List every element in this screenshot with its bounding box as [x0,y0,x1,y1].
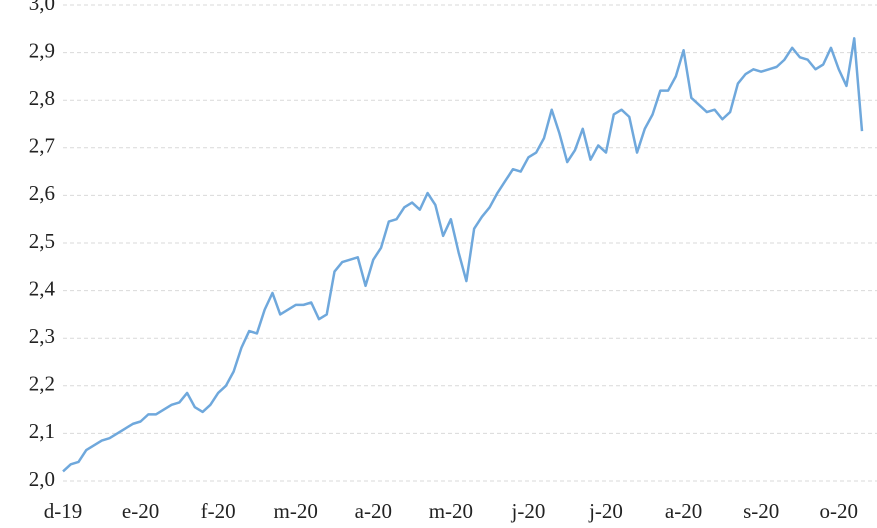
y-tick-label: 2,6 [29,181,55,205]
y-tick-label: 2,3 [29,324,55,348]
x-tick-label: j-20 [588,499,623,523]
y-tick-label: 3,0 [29,0,55,15]
data-line [62,37,864,473]
x-tick-label: m-20 [429,499,473,523]
x-tick-label: a-20 [355,499,392,523]
x-tick-label: a-20 [665,499,702,523]
x-tick-label: e-20 [122,499,159,523]
y-tick-label: 2,0 [29,467,55,491]
y-tick-label: 2,1 [29,419,55,443]
x-tick-label: f-20 [201,499,236,523]
x-tick-label: m-20 [274,499,318,523]
x-tick-label: o-20 [819,499,858,523]
y-tick-label: 2,8 [29,86,55,110]
y-tick-label: 2,9 [29,38,55,62]
x-tick-label: d-19 [44,499,83,523]
y-tick-label: 2,4 [29,276,56,300]
x-tick-label: j-20 [511,499,546,523]
x-tick-label: s-20 [743,499,779,523]
y-tick-label: 2,5 [29,229,55,253]
y-tick-label: 2,7 [29,134,55,158]
y-tick-label: 2,2 [29,372,55,396]
